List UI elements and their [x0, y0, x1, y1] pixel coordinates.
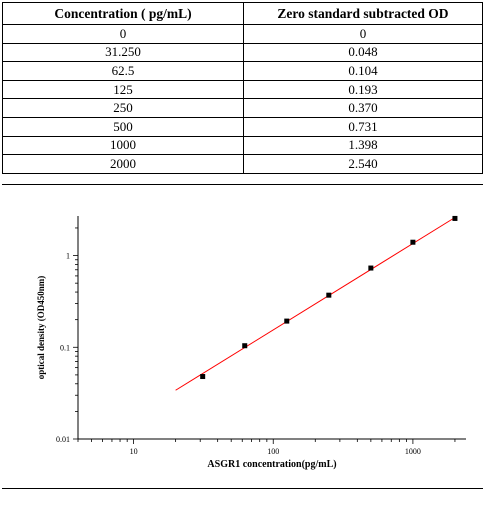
x-tick-label: 100 [267, 447, 279, 456]
column-header-od: Zero standard subtracted OD [243, 2, 483, 25]
cell-od: 0.104 [243, 61, 483, 81]
cell-concentration: 125 [2, 79, 244, 100]
divider-bottom [2, 488, 483, 489]
table-header-row: Concentration ( pg/mL) Zero standard sub… [2, 2, 483, 25]
cell-concentration: 250 [2, 98, 244, 118]
cell-od: 2.540 [243, 154, 483, 174]
cell-concentration: 500 [2, 116, 244, 137]
data-point [410, 239, 416, 245]
data-point [368, 265, 374, 271]
cell-od: 0.731 [243, 116, 483, 137]
data-point [326, 292, 332, 298]
x-axis-label: ASGR1 concentration(pg/mL) [207, 459, 336, 470]
standard-curve-table: Concentration ( pg/mL) Zero standard sub… [2, 2, 483, 174]
cell-concentration: 1000 [2, 135, 244, 156]
data-point [242, 343, 248, 349]
table-row: 1000 1.398 [2, 135, 483, 156]
table-row: 62.5 0.104 [2, 61, 483, 81]
y-tick-label: 1 [66, 252, 70, 261]
y-tick-label: 0.01 [56, 435, 70, 444]
cell-concentration: 0 [2, 24, 244, 44]
cell-concentration: 2000 [2, 154, 244, 174]
cell-concentration: 62.5 [2, 61, 244, 81]
table-row: 500 0.731 [2, 116, 483, 137]
cell-od: 0.048 [243, 42, 483, 63]
cell-od: 0 [243, 24, 483, 44]
divider-top [2, 184, 483, 185]
table-row: 31.250 0.048 [2, 42, 483, 63]
y-axis-label: optical density (OD450nm) [36, 276, 46, 380]
data-point [200, 374, 206, 380]
data-point [284, 318, 290, 324]
standard-curve-chart: 10 100 1000 0.01 0.1 1 ASGR1 concentration(pg/… [36, 215, 466, 470]
y-tick-label: 0.1 [60, 343, 70, 352]
cell-od: 0.370 [243, 98, 483, 118]
cell-od: 1.398 [243, 135, 483, 156]
column-header-concentration: Concentration ( pg/mL) [2, 2, 244, 25]
table-row: 250 0.370 [2, 98, 483, 118]
cell-od: 0.193 [243, 79, 483, 100]
table-row: 125 0.193 [2, 79, 483, 100]
table-row: 2000 2.540 [2, 154, 483, 174]
cell-concentration: 31.250 [2, 42, 244, 63]
fit-line [175, 217, 456, 391]
x-tick-label: 1000 [405, 447, 421, 456]
x-tick-label: 10 [130, 447, 138, 456]
data-point [452, 215, 458, 221]
